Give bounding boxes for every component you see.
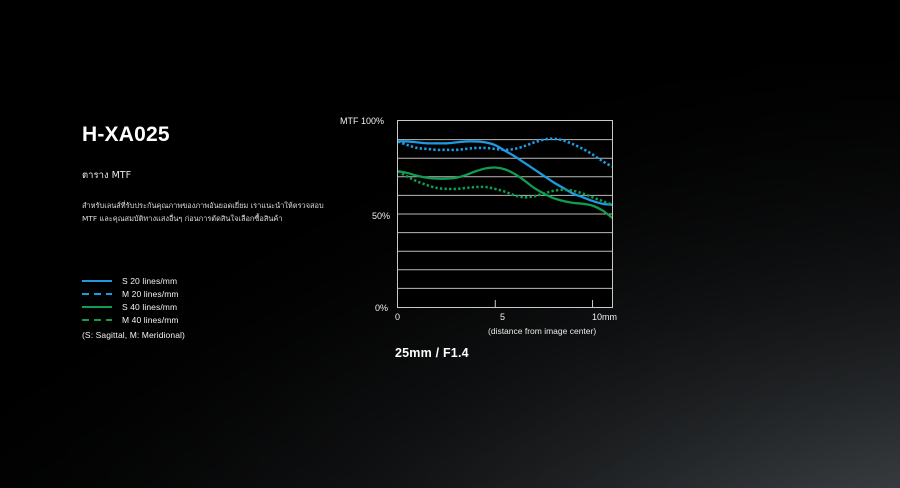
legend-label: M 20 lines/mm [122, 288, 179, 299]
mtf-subtitle: ตาราง MTF [82, 170, 132, 181]
chart-legend: S 20 lines/mm M 20 lines/mm S 40 lines/m… [82, 274, 312, 340]
legend-swatch-dashed-green-icon [82, 315, 112, 325]
legend-label: S 20 lines/mm [122, 275, 178, 286]
lens-spec-label: 25mm / F1.4 [395, 346, 469, 360]
legend-swatch-solid-blue-icon [82, 276, 112, 286]
legend-item-m40: M 40 lines/mm [82, 313, 312, 326]
legend-label: M 40 lines/mm [122, 314, 179, 325]
x-axis-tick-0: 0 [395, 312, 401, 322]
x-axis-caption: (distance from image center) [488, 326, 597, 336]
chart-plot-area [397, 120, 613, 308]
mtf-chart: MTF 100% 50% 0% 0 5 10mm (distance from … [340, 108, 640, 368]
legend-item-s20: S 20 lines/mm [82, 274, 312, 287]
chart-svg [398, 137, 612, 307]
chart-series-line-4 [398, 170, 612, 206]
legend-swatch-solid-green-icon [82, 302, 112, 312]
x-axis-tick-10: 10mm [592, 312, 618, 322]
legend-item-s40: S 40 lines/mm [82, 300, 312, 313]
chart-series-line-2 [398, 137, 612, 168]
chart-series-line-1 [398, 140, 612, 206]
legend-label: S 40 lines/mm [122, 301, 178, 312]
y-axis-bottom-label: 0% [375, 303, 389, 313]
legend-item-m20: M 20 lines/mm [82, 287, 312, 300]
lens-info-panel: H-XA025 ตาราง MTF สำหรับเลนส์ที่รับประกั… [82, 124, 350, 226]
mtf-description: สำหรับเลนส์ที่รับประกันคุณภาพของภาพอันยอ… [82, 201, 324, 224]
y-axis-top-label: MTF 100% [340, 116, 385, 126]
y-axis-mid-label: 50% [372, 211, 391, 221]
legend-swatch-dashed-blue-icon [82, 289, 112, 299]
chart-series-line-3 [398, 166, 612, 219]
legend-note: (S: Sagittal, M: Meridional) [82, 330, 185, 340]
x-axis-tick-5: 5 [500, 312, 506, 322]
page-title: H-XA025 [82, 123, 170, 146]
